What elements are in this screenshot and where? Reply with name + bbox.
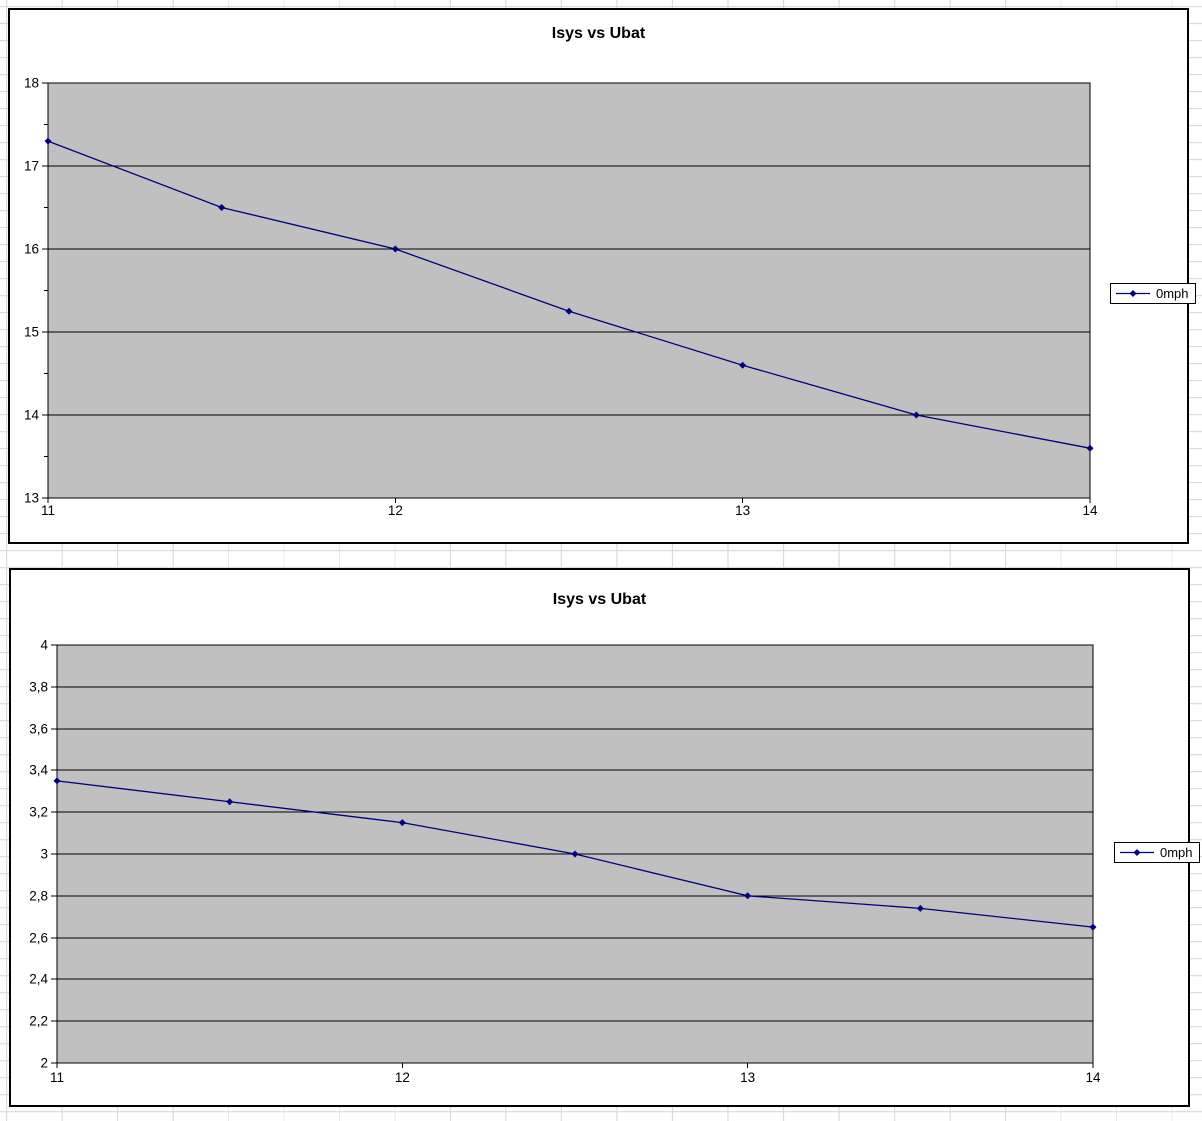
data-point-marker[interactable]	[916, 904, 924, 912]
chart-object-top[interactable]: Isys vs Ubat 18 17 16 15 14 13 11 12 13 14 0mph	[8, 8, 1196, 544]
y-tick-label: 16	[24, 242, 39, 257]
data-point-marker[interactable]	[44, 137, 52, 145]
y-tick-label: 2,8	[29, 889, 48, 904]
y-tick-label: 2,2	[29, 1014, 48, 1029]
chart-title: Isys vs Ubat	[551, 25, 646, 42]
y-tick-label: 13	[24, 491, 39, 506]
legend-diamond-marker-icon	[1129, 290, 1137, 297]
legend-series-key-icon	[1120, 849, 1154, 856]
x-tick-label: 13	[740, 1070, 755, 1085]
x-tick-label: 11	[41, 503, 55, 518]
data-point-marker[interactable]	[744, 892, 752, 900]
x-tick-label: 14	[1085, 1070, 1101, 1085]
data-point-marker[interactable]	[1089, 923, 1097, 931]
y-tick-label: 4	[40, 638, 48, 653]
x-tick-label: 12	[388, 503, 403, 518]
x-tick-label: 13	[735, 503, 750, 518]
x-tick-label: 11	[50, 1070, 64, 1085]
data-point-marker[interactable]	[391, 245, 399, 253]
y-tick-label: 3,2	[29, 805, 48, 820]
y-tick-label: 2,4	[29, 972, 48, 987]
legend-diamond-marker-icon	[1133, 849, 1141, 856]
y-tick-label: 15	[24, 325, 39, 340]
data-point-marker[interactable]	[398, 819, 406, 827]
x-tick-label: 12	[395, 1070, 410, 1085]
y-tick-label: 14	[24, 408, 40, 423]
x-tick-label: 14	[1082, 503, 1098, 518]
legend-series-label: 0mph	[1160, 845, 1193, 860]
plot-background	[47, 82, 1091, 499]
y-tick-label: 3	[40, 847, 48, 862]
data-point-marker[interactable]	[53, 777, 61, 785]
y-tick-label: 3,8	[29, 680, 48, 695]
y-tick-label: 18	[24, 76, 39, 91]
y-tick-label: 17	[24, 159, 39, 174]
data-point-marker[interactable]	[565, 307, 573, 315]
data-point-marker[interactable]	[739, 361, 747, 369]
data-point-marker[interactable]	[1086, 444, 1094, 452]
data-point-marker[interactable]	[571, 850, 579, 858]
y-tick-label: 2	[40, 1056, 48, 1071]
y-tick-label: 3,4	[29, 763, 48, 778]
legend-series-key-icon	[1116, 290, 1150, 297]
legend[interactable]: 0mph	[1110, 283, 1196, 304]
legend[interactable]: 0mph	[1114, 842, 1200, 863]
y-tick-label: 3,6	[29, 722, 48, 737]
data-point-marker[interactable]	[912, 411, 920, 419]
chart-title: Isys vs Ubat	[552, 591, 647, 608]
plot-area: 4 3,8 3,6 3,4 3,2 3 2,8 2,6 2,4 2,2 211 12 13 14	[29, 638, 1101, 1086]
data-point-marker[interactable]	[218, 204, 226, 211]
legend-series-label: 0mph	[1156, 286, 1189, 301]
y-tick-label: 2,6	[29, 931, 48, 946]
chart-object-bottom[interactable]: Isys vs Ubat 4 3,8 3,6 3,4 3,2 3 2,8 2,6 2,4 2,2 2…	[9, 568, 1200, 1107]
data-point-marker[interactable]	[226, 798, 234, 806]
